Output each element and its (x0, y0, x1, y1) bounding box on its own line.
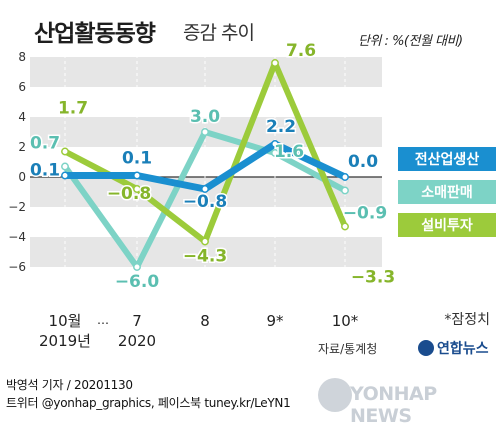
data-point (201, 185, 209, 193)
data-label: 0.1 (30, 161, 60, 181)
x-gap-marker: … (97, 313, 109, 327)
data-label: 1.7 (58, 99, 88, 119)
yonhap-badge-icon (418, 340, 434, 356)
data-label: −0.8 (107, 184, 151, 204)
data-label: 3.0 (190, 107, 220, 127)
data-label: 7.6 (286, 41, 316, 61)
chart-title: 산업활동동향 (34, 21, 156, 47)
data-label: 2.2 (266, 117, 296, 137)
y-tick-label: 2 (18, 140, 26, 154)
legend-label: 설비투자 (421, 218, 473, 234)
data-point (341, 222, 349, 231)
x-tick-label: 7 (132, 312, 142, 330)
data-label: 0.7 (30, 134, 60, 154)
y-tick-label: 8 (18, 50, 26, 64)
line-chart: 8 6 4 2 0 −2 −4 −6 10월 2019년 7 2020 8 9* 10* … 0.1 0.1 −0.… (8, 40, 496, 357)
data-label: −0.9 (343, 204, 387, 224)
data-point (201, 128, 209, 136)
yonhap-watermark: YONHAP NEWS (318, 376, 496, 427)
byline: 박영석 기자 / 20201130 (6, 378, 133, 392)
data-point (61, 171, 69, 180)
y-tick-label: −6 (8, 260, 26, 274)
legend-label: 소매판매 (421, 185, 473, 201)
x-tick-sublabel: 2019년 (39, 332, 91, 350)
data-label: −4.3 (183, 247, 227, 267)
yonhap-logo-icon (318, 378, 352, 412)
yonhap-badge-text: 연합뉴스 (437, 340, 489, 357)
legend-box (398, 213, 496, 237)
data-point (271, 59, 279, 67)
y-tick-label: 6 (18, 80, 26, 94)
data-label: −3.3 (351, 268, 395, 288)
legend-label: 전산업생산 (415, 151, 480, 168)
legend-box (398, 180, 496, 204)
x-tick-sublabel: 2020 (118, 332, 156, 350)
data-point (341, 186, 349, 195)
data-point (201, 237, 209, 246)
x-tick-label: 10* (332, 312, 359, 330)
y-tick-label: −4 (8, 230, 26, 244)
data-label: −0.8 (183, 192, 227, 212)
data-label: 0.0 (348, 152, 378, 172)
unit-label: 단위 : %(전월 대비) (358, 34, 463, 49)
x-tick-label: 9* (266, 312, 284, 330)
data-point (133, 171, 141, 180)
social-handles: 트위터 @yonhap_graphics, 페이스북 tuney.kr/LeYN… (6, 396, 291, 410)
data-point (61, 147, 69, 156)
data-point (133, 185, 141, 193)
data-label: −6.0 (115, 272, 160, 292)
legend-box (398, 147, 496, 171)
chart-subtitle: 증감 추이 (183, 22, 255, 44)
watermark-text: YONHAP NEWS (350, 383, 437, 427)
data-point (133, 263, 141, 271)
data-label: 0.1 (122, 149, 152, 169)
data-point (341, 173, 349, 181)
data-point (61, 162, 69, 171)
y-tick-label: −2 (8, 200, 26, 214)
y-tick-label: 0 (18, 170, 26, 184)
data-point (271, 149, 279, 157)
data-label: 1.6 (274, 142, 304, 162)
grid-band (30, 57, 382, 87)
footnote: *잠정치 (444, 312, 490, 328)
source-label: 자료/통계청 (318, 342, 377, 356)
y-tick-label: 4 (18, 110, 26, 124)
x-tick-label: 10월 (49, 312, 82, 330)
data-point (271, 140, 279, 148)
x-tick-label: 8 (200, 312, 210, 330)
